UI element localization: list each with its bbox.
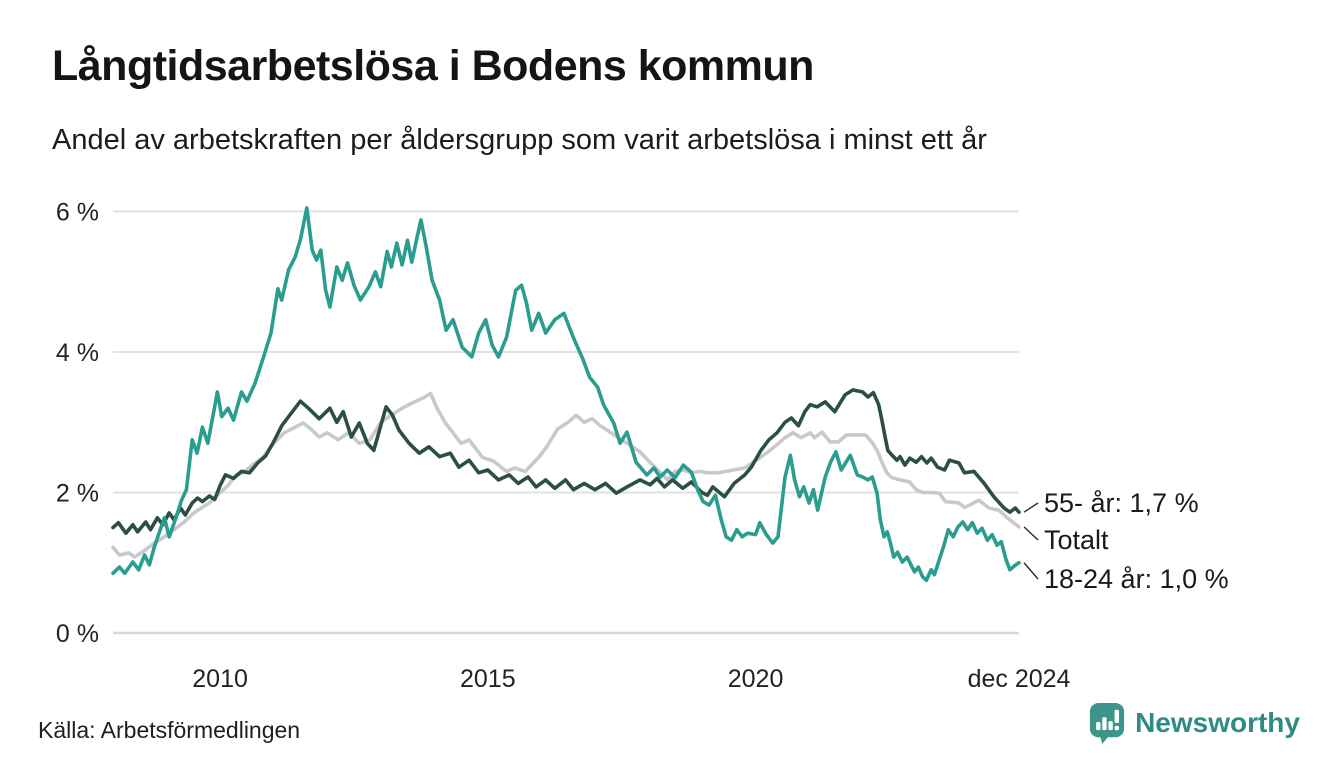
bar-medium-icon xyxy=(1108,721,1113,731)
series-end-label-55-r: 55- år: 1,7 % xyxy=(1044,488,1199,518)
brand-name: Newsworthy xyxy=(1135,707,1300,738)
bar-small-icon xyxy=(1096,722,1101,731)
annotation-connector-line xyxy=(1023,502,1039,513)
annotation-connector-line xyxy=(1023,562,1039,580)
x-axis-tick-label: 2020 xyxy=(728,665,784,693)
x-axis-tick-label: 2010 xyxy=(192,665,248,693)
y-axis-tick-label: 0 % xyxy=(56,620,99,648)
page-title: Långtidsarbetslösa i Bodens kommun xyxy=(52,42,814,90)
x-axis-tick-label: dec 2024 xyxy=(968,665,1071,693)
y-axis-tick-label: 6 % xyxy=(56,199,99,227)
chart-subtitle: Andel av arbetskraften per åldersgrupp s… xyxy=(52,124,987,156)
annotation-connector-line xyxy=(1023,526,1039,541)
exclamation-bar-icon xyxy=(1114,709,1120,723)
series-end-label-totalt: Totalt xyxy=(1044,525,1109,555)
bar-tall-icon xyxy=(1102,717,1107,731)
source-note: Källa: Arbetsförmedlingen xyxy=(38,717,301,743)
series-line-18-24-r xyxy=(111,206,1021,583)
series-line-55-r xyxy=(111,388,1021,536)
x-axis-tick-label: 2015 xyxy=(460,665,516,693)
newsworthy-logo: Newsworthy xyxy=(1088,700,1300,746)
newsworthy-speech-bubble-bar-chart-icon xyxy=(1089,703,1125,744)
series-end-label-18-24-r: 18-24 år: 1,0 % xyxy=(1044,564,1229,594)
y-axis-tick-label: 2 % xyxy=(56,480,99,508)
exclamation-dot-icon xyxy=(1114,725,1120,731)
y-axis-tick-label: 4 % xyxy=(56,339,99,367)
